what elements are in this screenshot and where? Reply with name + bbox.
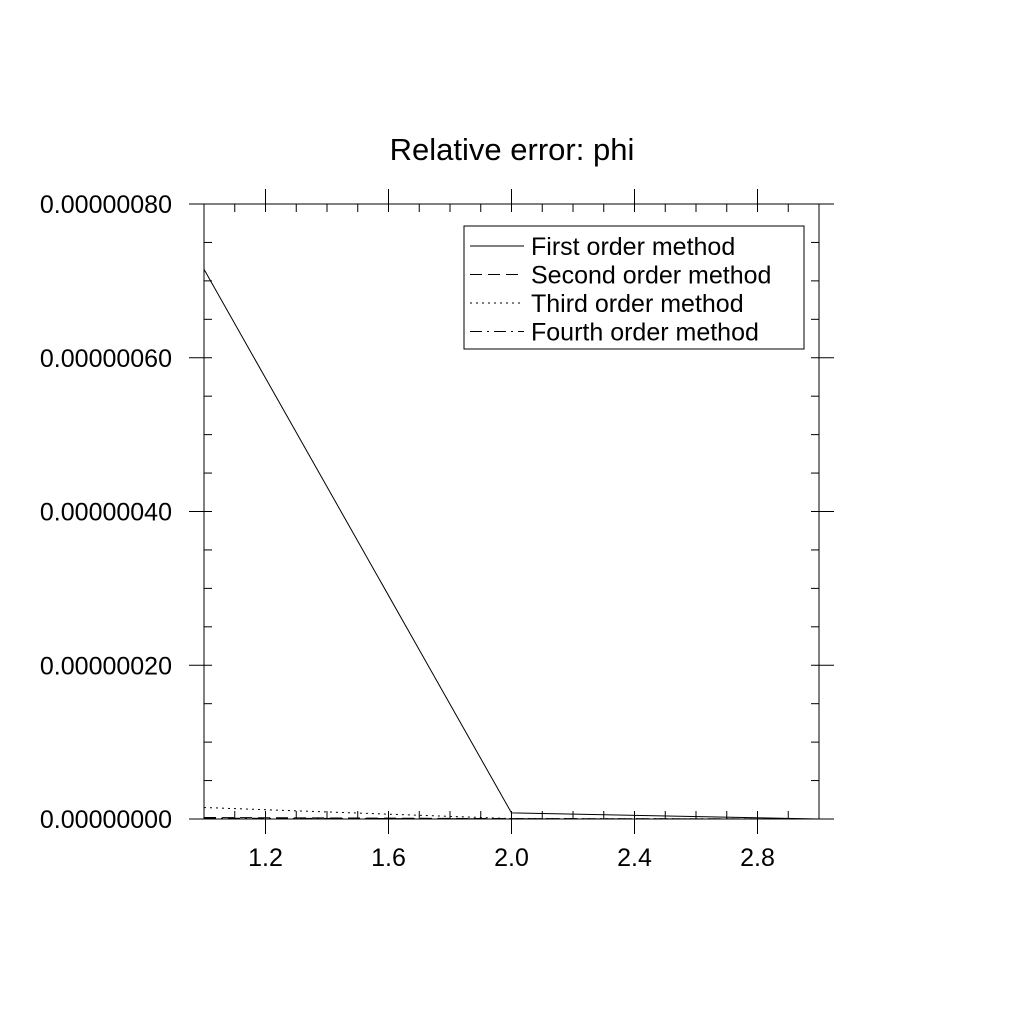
y-tick-label: 0.00000080 — [40, 191, 172, 219]
x-tick-label: 1.6 — [371, 844, 406, 872]
x-tick-label: 2.0 — [494, 844, 529, 872]
y-tick-label: 0.00000000 — [40, 806, 172, 834]
series-line-fourth-order-method — [203, 817, 820, 820]
legend-label: Third order method — [531, 290, 744, 318]
series-line-first-order-method — [203, 269, 820, 820]
series-lines — [203, 269, 820, 820]
legend-label: Second order method — [531, 262, 771, 290]
x-tick-label: 2.8 — [740, 844, 775, 872]
axis-ticks — [189, 189, 834, 834]
y-tick-label: 0.00000020 — [40, 652, 172, 680]
y-tick-label: 0.00000060 — [40, 345, 172, 373]
x-tick-label: 2.4 — [617, 844, 652, 872]
chart-title: Relative error: phi — [390, 132, 635, 167]
x-tick-label: 1.2 — [248, 844, 283, 872]
axis-tick-labels: 1.2 1.6 2.0 2.4 2.8 0.00000000 0.00000020 0.000… — [40, 191, 775, 872]
legend-label: First order method — [531, 233, 735, 261]
y-tick-label: 0.00000040 — [40, 499, 172, 527]
legend-label: Fourth order method — [531, 319, 759, 347]
series-line-third-order-method — [203, 807, 820, 820]
